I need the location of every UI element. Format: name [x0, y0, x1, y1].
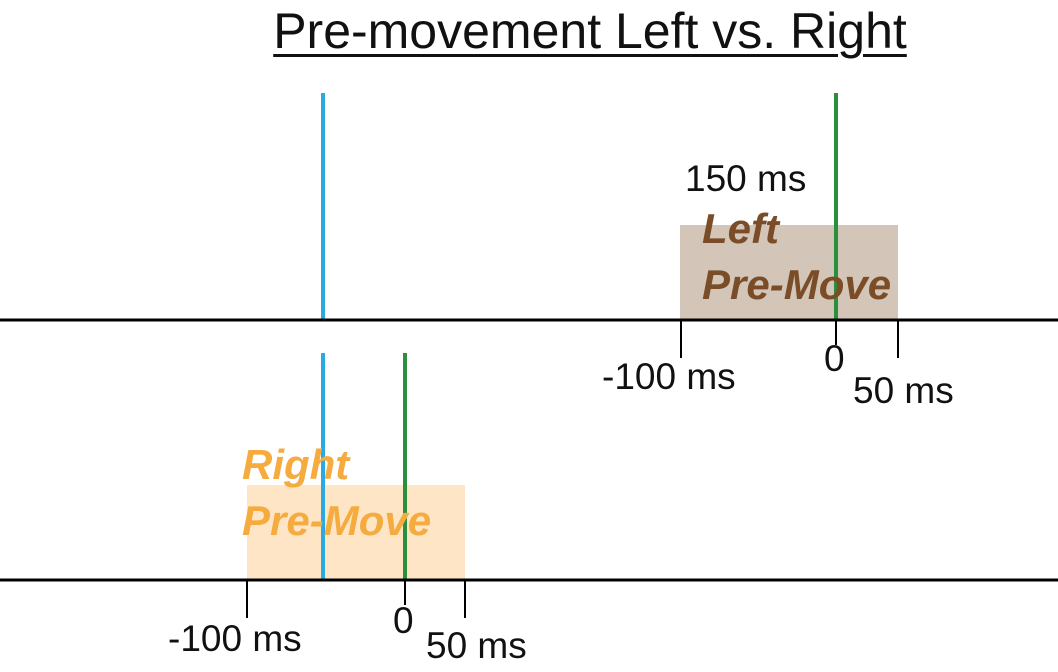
- left-window-label: Left Pre-Move: [702, 201, 891, 313]
- right-pre-move-window: [247, 485, 465, 580]
- left-window-label-line2: Pre-Move: [702, 261, 892, 308]
- diagram-title: Pre-movement Left vs. Right: [273, 3, 907, 59]
- left-pre-move-window: [680, 225, 898, 320]
- left-window-label-line1: Left: [702, 205, 779, 252]
- right-window-label-line2: Pre-Move: [242, 497, 432, 544]
- bottom-tick-start-label: -100 ms: [168, 618, 302, 659]
- right-window-label: Right Pre-Move: [242, 437, 431, 549]
- top-span-label: 150 ms: [685, 158, 807, 199]
- top-tick-zero-label: 0: [824, 338, 845, 379]
- top-tick-end-label: 50 ms: [853, 370, 954, 411]
- bottom-tick-zero-label: 0: [393, 600, 414, 641]
- right-window-label-line1: Right: [242, 441, 350, 488]
- top-tick-start-label: -100 ms: [602, 356, 736, 397]
- bottom-tick-end-label: 50 ms: [426, 625, 527, 666]
